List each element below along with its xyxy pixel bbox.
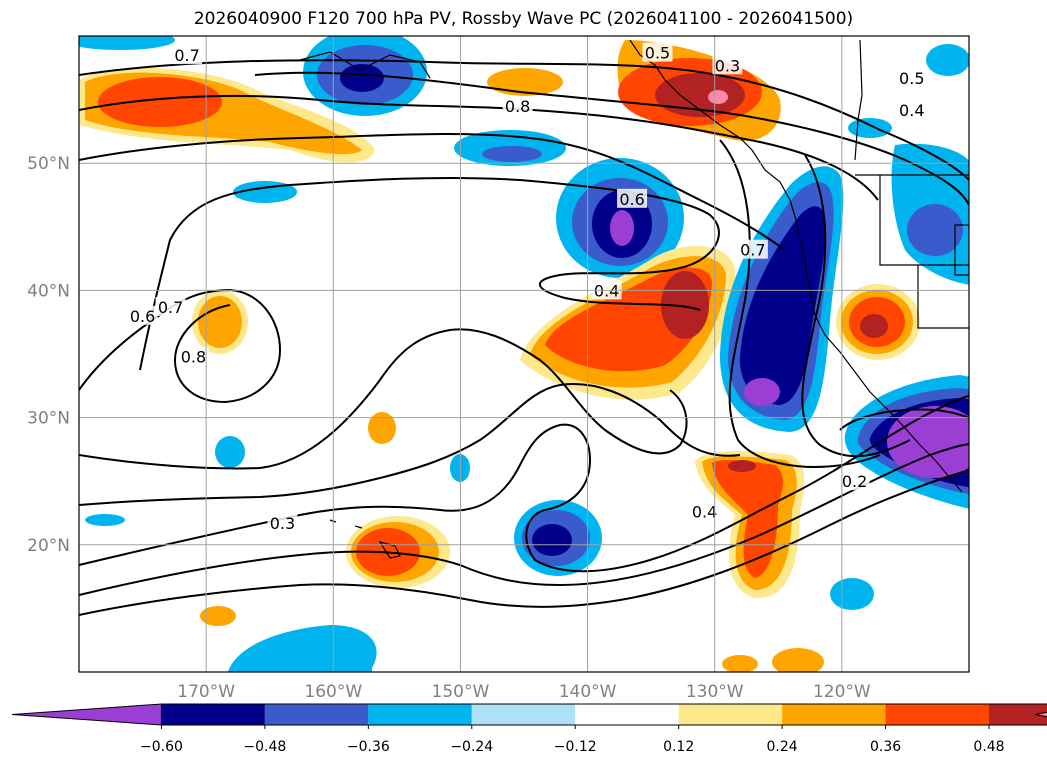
anomaly-region xyxy=(610,210,634,246)
colorbar-tick-label: −0.48 xyxy=(243,739,286,755)
colorbar-tick-label: −0.60 xyxy=(140,739,183,755)
contour-label-bg xyxy=(712,55,743,75)
contour-label: 0.6 xyxy=(130,307,155,326)
colorbar-segment xyxy=(471,704,576,725)
anomaly-region xyxy=(340,64,384,92)
contour-label: 0.5 xyxy=(645,44,670,63)
anomaly-region xyxy=(772,648,824,672)
chart-title: 2026040900 F120 700 hPa PV, Rossby Wave … xyxy=(193,9,854,29)
pv-contours xyxy=(79,59,969,616)
contour-label-bg xyxy=(267,513,298,533)
colorbar-tick-label: 0.12 xyxy=(663,739,694,755)
contour-label: 0.8 xyxy=(181,348,206,367)
contour-label-bg xyxy=(617,188,648,208)
anomaly-region xyxy=(661,271,709,339)
x-tick-label: 130°W xyxy=(686,682,744,702)
colorbar: −0.60 −0.48 −0.36 −0.24 −0.12 0.12 0.24 0.36 0.4… xyxy=(11,703,1047,755)
colorbar-tick-label: 0.24 xyxy=(767,739,798,755)
anomaly-region xyxy=(712,460,783,578)
contour-label-bg xyxy=(737,239,768,259)
x-tick-label: 150°W xyxy=(432,682,490,702)
gridlines xyxy=(79,36,969,672)
anomaly-region xyxy=(215,436,245,468)
anomaly-region xyxy=(926,44,969,76)
contour-label-bg xyxy=(127,305,158,325)
contour-label-bg xyxy=(155,296,186,316)
x-tick-label: 140°W xyxy=(559,682,617,702)
colorbar-segment xyxy=(161,704,265,725)
contour-labels: 0.7 0.50.30.50.40.80.60.70.40.6 0.70.80.30… xyxy=(127,42,927,533)
contour-label: 0.3 xyxy=(270,514,295,533)
anomaly-region xyxy=(728,460,756,472)
y-tick-label: 50°N xyxy=(27,154,70,174)
colorbar-tick-label: −0.12 xyxy=(554,739,597,755)
colorbar-extend-high xyxy=(1034,711,1047,718)
colorbar-frame xyxy=(160,703,1047,726)
colorbar-segment xyxy=(989,704,1047,725)
colorbar-segment xyxy=(264,704,369,725)
anomaly-region xyxy=(848,118,892,138)
y-tick-labels: 20°N 30°N 40°N 50°N xyxy=(27,154,70,556)
colorbar-tick-label: −0.36 xyxy=(347,739,390,755)
anomaly-region xyxy=(655,73,745,117)
anomaly-region xyxy=(740,206,826,405)
y-tick-label: 20°N xyxy=(27,536,70,556)
colorbar-segment xyxy=(782,704,886,725)
contour-label: 0.6 xyxy=(619,190,644,209)
contour-label: 0.7 xyxy=(174,46,199,65)
contour-label-bg xyxy=(896,67,927,87)
contour-label: 0.4 xyxy=(692,503,717,522)
anomaly-region xyxy=(708,90,728,104)
contour-label-bg xyxy=(172,45,203,65)
x-tick-label: 120°W xyxy=(813,682,871,702)
colorbar-segment xyxy=(885,704,989,725)
x-tick-label: 170°W xyxy=(177,682,235,702)
anomaly-region xyxy=(79,36,175,50)
anomaly-region xyxy=(368,412,396,444)
anomaly-region xyxy=(98,77,222,127)
colorbar-tick-label: −0.24 xyxy=(450,739,493,755)
anomaly-region xyxy=(860,314,888,338)
contour-label: 0.2 xyxy=(842,472,867,491)
contour-label: 0.8 xyxy=(505,97,530,116)
map-frame xyxy=(78,35,970,673)
x-tick-labels: 170°W 160°W 150°W 140°W 130°W 120°W xyxy=(177,682,871,702)
anomaly-region xyxy=(907,204,963,256)
coastlines xyxy=(299,39,969,559)
anomaly-region xyxy=(487,68,563,96)
anomaly-region xyxy=(228,625,377,672)
anomaly-region xyxy=(830,578,874,610)
anomaly-region xyxy=(85,514,125,526)
contour-label: 0.4 xyxy=(899,101,924,120)
colorbar-tick-label: 0.36 xyxy=(870,739,901,755)
contour-label-bg xyxy=(502,95,533,115)
contour-label: 0.3 xyxy=(715,56,740,75)
contour-label-bg xyxy=(896,99,927,119)
anomaly-region xyxy=(198,296,242,348)
contour-label-bg xyxy=(642,42,673,62)
colorbar-segment xyxy=(368,704,472,725)
contour-label: 0.7 xyxy=(158,298,183,317)
y-tick-label: 40°N xyxy=(27,281,70,301)
anomaly-region xyxy=(200,606,236,626)
colorbar-tick-label: 0.48 xyxy=(973,739,1004,755)
contour-label-bg xyxy=(689,501,720,521)
colorbar-segment xyxy=(678,704,783,725)
anomaly-region xyxy=(744,378,780,406)
y-tick-label: 30°N xyxy=(27,409,70,429)
anomaly-region xyxy=(722,655,758,672)
colorbar-segment xyxy=(575,704,679,725)
contour-label: 0.5 xyxy=(899,69,924,88)
anomaly-region xyxy=(482,146,542,162)
contour-label: 0.7 xyxy=(740,241,765,260)
contour-label-bg xyxy=(178,346,209,366)
anomaly-region xyxy=(532,524,572,556)
x-tick-label: 160°W xyxy=(304,682,362,702)
colorbar-extend-low xyxy=(11,703,162,726)
contour-label-bg xyxy=(839,471,870,491)
